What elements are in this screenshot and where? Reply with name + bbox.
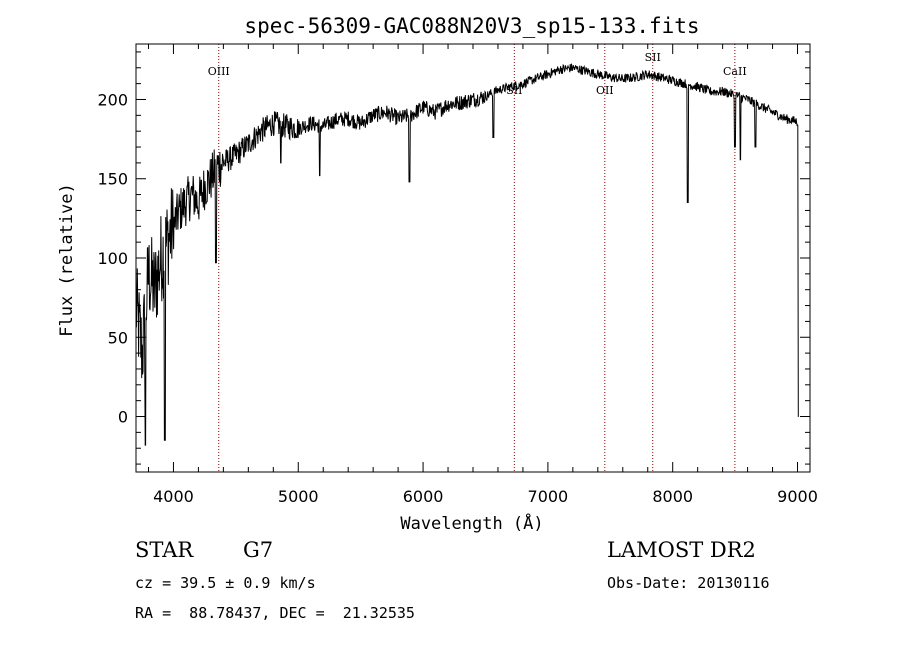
y-tick-label: 100 [97,249,128,268]
spectrum-line [135,63,799,446]
y-tick-label: 150 [97,170,128,189]
x-tick-label: 5000 [278,487,319,506]
line-marker-label: OIII [208,65,230,78]
ra-dec: RA = 88.78437, DEC = 21.32535 [135,604,415,622]
x-tick-label: 4000 [153,487,194,506]
y-tick-label: 50 [108,328,128,347]
x-tick-label: 6000 [403,487,444,506]
line-marker-label: CaII [723,65,747,78]
y-axis-ticks: 0 50 100 150 200 [97,51,810,465]
redshift-cz: cz = 39.5 ± 0.9 km/s [135,574,316,592]
spectrum-layer [135,63,799,446]
y-tick-label: 0 [118,408,128,427]
y-axis-label: Flux (relative) [57,183,77,337]
line-marker-label: OII [596,84,614,97]
object-subclass: G7 [243,538,274,562]
object-class: STAR [135,538,194,562]
x-tick-label: 8000 [652,487,693,506]
x-axis-label: Wavelength (Å) [400,512,543,534]
y-tick-label: 200 [97,90,128,109]
plot-frame [135,43,811,473]
observation-date: Obs-Date: 20130116 [607,574,770,592]
line-marker-label: SII [645,51,661,64]
x-tick-label: 7000 [528,487,569,506]
x-tick-label: 9000 [777,487,818,506]
survey-name: LAMOST DR2 [607,538,756,562]
chart-title: spec-56309-GAC088N20V3_sp15-133.fits [244,14,699,38]
x-axis-ticks: 4000 5000 6000 7000 8000 9000 [147,44,818,506]
